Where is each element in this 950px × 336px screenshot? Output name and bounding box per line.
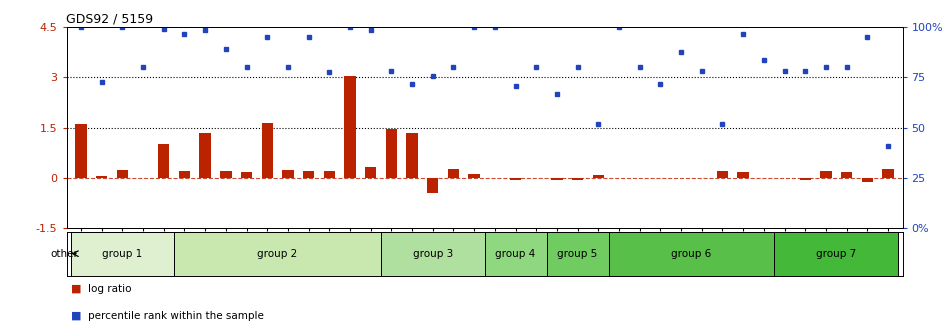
Bar	[261, 123, 273, 178]
Bar	[117, 170, 128, 178]
Bar	[800, 178, 811, 180]
Bar	[158, 144, 169, 178]
Bar	[407, 133, 418, 178]
Text: percentile rank within the sample: percentile rank within the sample	[88, 311, 264, 321]
Bar	[717, 171, 728, 178]
Bar	[282, 170, 294, 178]
Bar	[737, 172, 749, 178]
Bar	[510, 178, 522, 180]
Text: group 5: group 5	[558, 249, 598, 259]
Bar	[303, 171, 314, 178]
Bar	[200, 133, 211, 178]
Text: other: other	[50, 249, 78, 259]
Text: ■: ■	[71, 284, 82, 294]
Bar	[75, 124, 86, 178]
Bar	[428, 178, 439, 193]
Bar	[220, 171, 232, 178]
Bar	[546, 232, 609, 276]
Bar	[96, 176, 107, 178]
Text: log ratio: log ratio	[88, 284, 132, 294]
Text: group 1: group 1	[103, 249, 142, 259]
Bar	[344, 76, 355, 178]
Text: GDS92 / 5159: GDS92 / 5159	[66, 13, 154, 26]
Text: ■: ■	[71, 311, 82, 321]
Bar	[386, 129, 397, 178]
Bar	[609, 232, 774, 276]
Bar	[593, 175, 604, 178]
Text: group 3: group 3	[412, 249, 453, 259]
Bar	[241, 172, 252, 178]
Bar	[447, 169, 459, 178]
Text: group 7: group 7	[816, 249, 856, 259]
Bar	[572, 178, 583, 180]
Bar	[179, 171, 190, 178]
Bar	[484, 232, 546, 276]
Bar	[365, 167, 376, 178]
Bar	[883, 169, 894, 178]
Text: group 4: group 4	[495, 249, 536, 259]
Bar	[841, 172, 852, 178]
Bar	[324, 171, 335, 178]
Text: group 2: group 2	[257, 249, 297, 259]
Text: group 6: group 6	[672, 249, 712, 259]
Bar	[70, 232, 174, 276]
Bar	[174, 232, 381, 276]
Bar	[381, 232, 484, 276]
Bar	[468, 174, 480, 178]
Bar	[820, 171, 831, 178]
Bar	[774, 232, 899, 276]
Bar	[551, 178, 562, 180]
Bar	[862, 178, 873, 182]
